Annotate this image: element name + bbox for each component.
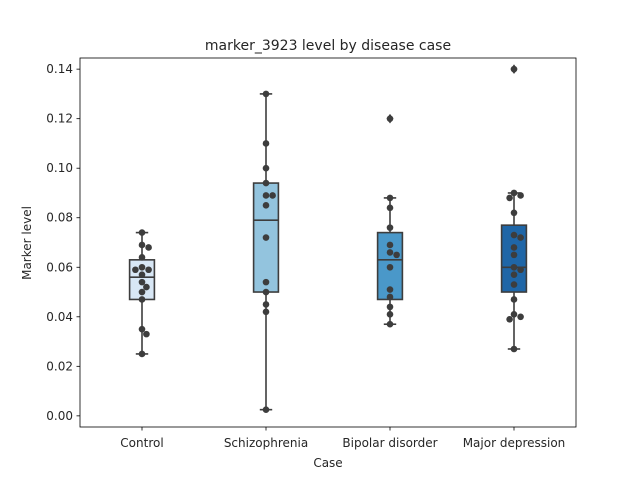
- data-point: [517, 192, 524, 199]
- data-point: [262, 308, 270, 316]
- data-point: [386, 311, 394, 318]
- y-tick-label: 0.08: [46, 211, 73, 225]
- y-tick-label: 0.00: [46, 409, 73, 423]
- y-tick-label: 0.12: [46, 112, 73, 126]
- data-point: [143, 330, 150, 338]
- plot-area: 0.00 0.02 0.04 0.06 0.08 0.10 0.12 0.14 Control S…: [46, 57, 577, 450]
- data-point: [145, 266, 152, 274]
- data-point: [386, 204, 394, 212]
- data-point: [138, 263, 146, 271]
- y-tick-label: 0.04: [46, 310, 73, 324]
- data-point: [510, 345, 518, 353]
- x-axis-label: Case: [313, 456, 342, 470]
- y-tick-label: 0.06: [46, 260, 73, 274]
- data-point: [517, 313, 524, 321]
- data-point: [138, 254, 146, 261]
- data-point: [510, 251, 518, 259]
- data-point: [510, 271, 518, 278]
- data-point: [138, 278, 146, 286]
- data-point: [138, 271, 146, 278]
- data-point: [386, 241, 394, 249]
- y-axis-label: Marker level: [20, 206, 34, 280]
- data-point: [386, 303, 394, 311]
- data-point: [386, 194, 394, 202]
- data-point: [517, 266, 524, 274]
- chart-title: marker_3923 level by disease case: [205, 38, 451, 54]
- data-point: [145, 244, 152, 251]
- data-point: [510, 231, 518, 239]
- data-point: [262, 406, 270, 413]
- data-point: [517, 234, 524, 241]
- data-point: [510, 311, 518, 318]
- data-point: [510, 209, 518, 217]
- data-point: [510, 65, 518, 73]
- data-point: [386, 249, 394, 256]
- data-point: [386, 293, 394, 301]
- data-point: [269, 192, 276, 199]
- data-point: [138, 229, 146, 236]
- data-point: [262, 179, 270, 187]
- data-point: [138, 325, 146, 333]
- plot-frame: [79, 57, 577, 428]
- data-point: [262, 288, 270, 296]
- data-point: [138, 288, 146, 296]
- data-point: [262, 301, 270, 308]
- data-point: [386, 263, 394, 271]
- data-point: [386, 115, 394, 122]
- data-point: [262, 192, 270, 199]
- data-point: [138, 350, 146, 358]
- data-point: [262, 202, 270, 209]
- data-point: [138, 296, 146, 303]
- data-point: [262, 140, 270, 147]
- data-point: [143, 283, 150, 291]
- data-point: [386, 286, 394, 293]
- data-point: [138, 241, 146, 249]
- x-tick-label: Bipolar disorder: [342, 436, 437, 450]
- x-tick-label: Major depression: [463, 436, 566, 450]
- data-point: [386, 224, 394, 231]
- y-tick-label: 0.10: [46, 161, 73, 175]
- data-point: [510, 281, 518, 288]
- data-point: [510, 189, 518, 197]
- data-point: [506, 194, 513, 202]
- data-point: [262, 234, 270, 241]
- x-tick-label: Schizophrenia: [224, 436, 308, 450]
- x-tick-label: Control: [120, 436, 163, 450]
- data-point: [132, 266, 139, 274]
- data-point: [262, 164, 270, 172]
- data-point: [510, 263, 518, 271]
- data-point: [262, 278, 270, 286]
- data-point: [393, 251, 400, 259]
- y-tick-label: 0.14: [46, 62, 73, 76]
- data-point: [506, 315, 513, 323]
- y-tick-label: 0.02: [46, 359, 73, 373]
- data-point: [262, 90, 270, 98]
- data-point: [510, 244, 518, 251]
- data-point: [386, 320, 394, 328]
- data-point: [510, 296, 518, 303]
